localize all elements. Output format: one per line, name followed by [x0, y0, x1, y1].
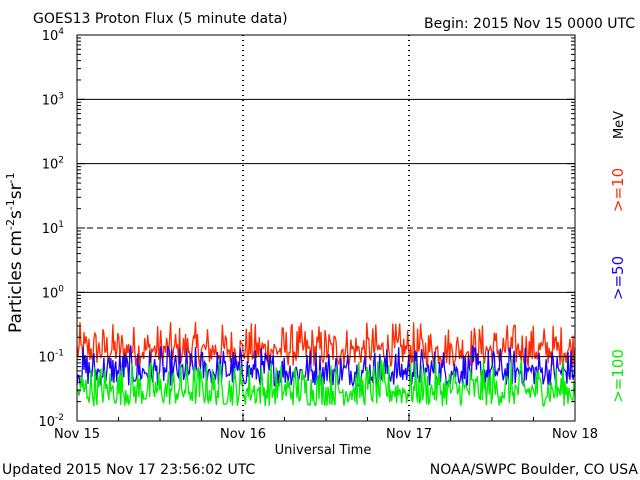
chart-title: GOES13 Proton Flux (5 minute data)	[33, 11, 288, 27]
y-tick-label: 10-1	[38, 349, 64, 366]
legend-series-2: >=100	[609, 349, 627, 403]
series-line-0	[76, 321, 576, 368]
y-tick-label: 10-2	[38, 413, 64, 430]
series-line-2	[76, 359, 576, 407]
x-tick-label: Nov 16	[220, 427, 266, 442]
x-tick-label: Nov 18	[552, 427, 598, 442]
y-axis-label: Particles cm-2s-1sr-1	[4, 172, 26, 333]
y-tick-label: 103	[42, 91, 64, 108]
legend-series-0: >=10	[609, 168, 627, 212]
begin-label: Begin: 2015 Nov 15 0000 UTC	[424, 16, 635, 32]
y-tick-label: 102	[42, 156, 64, 173]
x-tick-label: Nov 17	[386, 427, 432, 442]
x-tick-label: Nov 15	[54, 427, 100, 442]
plot-frame	[76, 34, 576, 422]
source-credit: NOAA/SWPC Boulder, CO USA	[430, 462, 639, 478]
legend-units: MeV	[612, 111, 627, 139]
y-tick-label: 101	[42, 220, 64, 237]
series-line-1	[76, 345, 576, 388]
x-axis-label: Universal Time	[275, 443, 372, 458]
y-tick-label: 100	[42, 284, 65, 301]
legend-series-1: >=50	[609, 256, 627, 300]
updated-timestamp: Updated 2015 Nov 17 23:56:02 UTC	[2, 462, 255, 478]
svg-text:Particles cm-2s-1sr-1: Particles cm-2s-1sr-1	[4, 172, 26, 333]
y-tick-label: 104	[42, 27, 65, 44]
